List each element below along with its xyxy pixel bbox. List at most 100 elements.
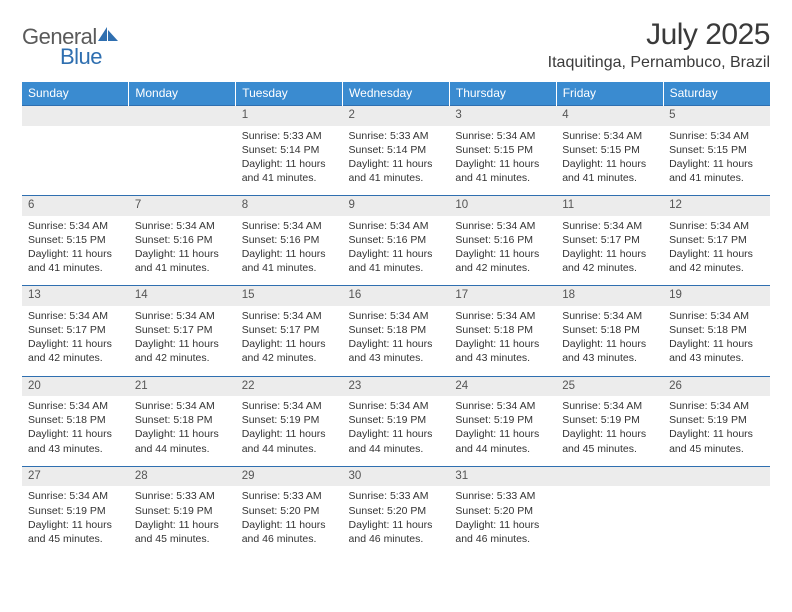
day-number-cell: 3 bbox=[449, 106, 556, 126]
sunrise-line: Sunrise: 5:33 AM bbox=[135, 489, 230, 503]
daynum-row: 20212223242526 bbox=[22, 376, 770, 396]
sunset-line: Sunset: 5:17 PM bbox=[242, 323, 337, 337]
daylight-line: Daylight: 11 hours and 44 minutes. bbox=[242, 427, 337, 455]
day-number-cell bbox=[129, 106, 236, 126]
sunset-line: Sunset: 5:14 PM bbox=[349, 143, 444, 157]
brand-logo: GeneralBlue bbox=[22, 18, 118, 70]
day-number-cell: 18 bbox=[556, 286, 663, 306]
sunset-line: Sunset: 5:16 PM bbox=[135, 233, 230, 247]
day-data-cell: Sunrise: 5:34 AMSunset: 5:17 PMDaylight:… bbox=[236, 306, 343, 376]
sunrise-line: Sunrise: 5:33 AM bbox=[242, 129, 337, 143]
daylight-line: Daylight: 11 hours and 42 minutes. bbox=[455, 247, 550, 275]
day-data-cell: Sunrise: 5:34 AMSunset: 5:18 PMDaylight:… bbox=[449, 306, 556, 376]
daylight-line: Daylight: 11 hours and 41 minutes. bbox=[349, 157, 444, 185]
sunrise-line: Sunrise: 5:34 AM bbox=[669, 399, 764, 413]
sunset-line: Sunset: 5:16 PM bbox=[349, 233, 444, 247]
sunset-line: Sunset: 5:19 PM bbox=[669, 413, 764, 427]
data-row: Sunrise: 5:34 AMSunset: 5:18 PMDaylight:… bbox=[22, 396, 770, 466]
sunrise-line: Sunrise: 5:34 AM bbox=[562, 399, 657, 413]
daylight-line: Daylight: 11 hours and 45 minutes. bbox=[669, 427, 764, 455]
day-data-cell: Sunrise: 5:34 AMSunset: 5:19 PMDaylight:… bbox=[663, 396, 770, 466]
day-data-cell: Sunrise: 5:34 AMSunset: 5:19 PMDaylight:… bbox=[556, 396, 663, 466]
daylight-line: Daylight: 11 hours and 45 minutes. bbox=[28, 518, 123, 546]
day-data-cell: Sunrise: 5:34 AMSunset: 5:17 PMDaylight:… bbox=[663, 216, 770, 286]
daylight-line: Daylight: 11 hours and 46 minutes. bbox=[349, 518, 444, 546]
sunrise-line: Sunrise: 5:34 AM bbox=[135, 219, 230, 233]
daylight-line: Daylight: 11 hours and 44 minutes. bbox=[455, 427, 550, 455]
day-data-cell: Sunrise: 5:34 AMSunset: 5:17 PMDaylight:… bbox=[129, 306, 236, 376]
sunrise-line: Sunrise: 5:33 AM bbox=[349, 129, 444, 143]
daylight-line: Daylight: 11 hours and 46 minutes. bbox=[242, 518, 337, 546]
day-number-cell bbox=[663, 466, 770, 486]
calendar-table: SundayMondayTuesdayWednesdayThursdayFrid… bbox=[22, 82, 770, 556]
weekday-header: Sunday bbox=[22, 82, 129, 106]
day-data-cell: Sunrise: 5:34 AMSunset: 5:15 PMDaylight:… bbox=[663, 126, 770, 196]
sunrise-line: Sunrise: 5:34 AM bbox=[135, 309, 230, 323]
day-data-cell bbox=[663, 486, 770, 556]
daylight-line: Daylight: 11 hours and 43 minutes. bbox=[28, 427, 123, 455]
day-data-cell: Sunrise: 5:33 AMSunset: 5:20 PMDaylight:… bbox=[343, 486, 450, 556]
day-number-cell bbox=[556, 466, 663, 486]
day-number-cell: 10 bbox=[449, 196, 556, 216]
daylight-line: Daylight: 11 hours and 41 minutes. bbox=[242, 247, 337, 275]
day-data-cell: Sunrise: 5:34 AMSunset: 5:16 PMDaylight:… bbox=[343, 216, 450, 286]
sunrise-line: Sunrise: 5:34 AM bbox=[135, 399, 230, 413]
day-data-cell: Sunrise: 5:34 AMSunset: 5:17 PMDaylight:… bbox=[556, 216, 663, 286]
day-number-cell: 26 bbox=[663, 376, 770, 396]
sunset-line: Sunset: 5:18 PM bbox=[349, 323, 444, 337]
daylight-line: Daylight: 11 hours and 44 minutes. bbox=[349, 427, 444, 455]
day-data-cell: Sunrise: 5:34 AMSunset: 5:19 PMDaylight:… bbox=[22, 486, 129, 556]
daylight-line: Daylight: 11 hours and 42 minutes. bbox=[242, 337, 337, 365]
sunrise-line: Sunrise: 5:34 AM bbox=[669, 129, 764, 143]
day-number-cell: 22 bbox=[236, 376, 343, 396]
sunset-line: Sunset: 5:20 PM bbox=[455, 504, 550, 518]
sunrise-line: Sunrise: 5:34 AM bbox=[669, 309, 764, 323]
weekday-header: Friday bbox=[556, 82, 663, 106]
sunset-line: Sunset: 5:17 PM bbox=[135, 323, 230, 337]
sunset-line: Sunset: 5:15 PM bbox=[28, 233, 123, 247]
daylight-line: Daylight: 11 hours and 42 minutes. bbox=[135, 337, 230, 365]
day-data-cell: Sunrise: 5:34 AMSunset: 5:15 PMDaylight:… bbox=[556, 126, 663, 196]
sunrise-line: Sunrise: 5:34 AM bbox=[28, 489, 123, 503]
sunrise-line: Sunrise: 5:34 AM bbox=[562, 309, 657, 323]
sunset-line: Sunset: 5:15 PM bbox=[562, 143, 657, 157]
day-data-cell: Sunrise: 5:33 AMSunset: 5:20 PMDaylight:… bbox=[449, 486, 556, 556]
data-row: Sunrise: 5:34 AMSunset: 5:19 PMDaylight:… bbox=[22, 486, 770, 556]
day-number-cell: 24 bbox=[449, 376, 556, 396]
sunset-line: Sunset: 5:16 PM bbox=[455, 233, 550, 247]
day-data-cell: Sunrise: 5:34 AMSunset: 5:18 PMDaylight:… bbox=[22, 396, 129, 466]
day-number-cell: 19 bbox=[663, 286, 770, 306]
day-data-cell: Sunrise: 5:33 AMSunset: 5:14 PMDaylight:… bbox=[343, 126, 450, 196]
title-block: July 2025 Itaquitinga, Pernambuco, Brazi… bbox=[548, 18, 770, 72]
day-number-cell: 25 bbox=[556, 376, 663, 396]
sunset-line: Sunset: 5:14 PM bbox=[242, 143, 337, 157]
sunset-line: Sunset: 5:16 PM bbox=[242, 233, 337, 247]
day-data-cell: Sunrise: 5:34 AMSunset: 5:15 PMDaylight:… bbox=[22, 216, 129, 286]
day-data-cell: Sunrise: 5:34 AMSunset: 5:16 PMDaylight:… bbox=[449, 216, 556, 286]
daynum-row: 13141516171819 bbox=[22, 286, 770, 306]
daylight-line: Daylight: 11 hours and 43 minutes. bbox=[669, 337, 764, 365]
day-data-cell bbox=[129, 126, 236, 196]
location: Itaquitinga, Pernambuco, Brazil bbox=[548, 54, 770, 72]
day-number-cell: 4 bbox=[556, 106, 663, 126]
daylight-line: Daylight: 11 hours and 45 minutes. bbox=[135, 518, 230, 546]
sunrise-line: Sunrise: 5:34 AM bbox=[669, 219, 764, 233]
sunrise-line: Sunrise: 5:34 AM bbox=[28, 399, 123, 413]
sunset-line: Sunset: 5:15 PM bbox=[455, 143, 550, 157]
day-data-cell: Sunrise: 5:34 AMSunset: 5:19 PMDaylight:… bbox=[236, 396, 343, 466]
weekday-header: Saturday bbox=[663, 82, 770, 106]
day-data-cell bbox=[22, 126, 129, 196]
day-number-cell: 11 bbox=[556, 196, 663, 216]
day-data-cell: Sunrise: 5:34 AMSunset: 5:17 PMDaylight:… bbox=[22, 306, 129, 376]
data-row: Sunrise: 5:34 AM Sunset: 5:15 PM Daylight:… bbox=[22, 216, 770, 286]
day-number-cell: 9 bbox=[343, 196, 450, 216]
sunset-line: Sunset: 5:19 PM bbox=[28, 504, 123, 518]
sunset-line: Sunset: 5:19 PM bbox=[242, 413, 337, 427]
day-data-cell: Sunrise: 5:34 AMSunset: 5:19 PMDaylight:… bbox=[343, 396, 450, 466]
day-data-cell: Sunrise: 5:33 AMSunset: 5:20 PMDaylight:… bbox=[236, 486, 343, 556]
sunset-line: Sunset: 5:19 PM bbox=[349, 413, 444, 427]
daylight-line: Daylight: 11 hours and 43 minutes. bbox=[455, 337, 550, 365]
data-row: Sunrise: 5:34 AMSunset: 5:17 PMDaylight:… bbox=[22, 306, 770, 376]
weekday-header: Monday bbox=[129, 82, 236, 106]
sunrise-line: Sunrise: 5:34 AM bbox=[349, 219, 444, 233]
